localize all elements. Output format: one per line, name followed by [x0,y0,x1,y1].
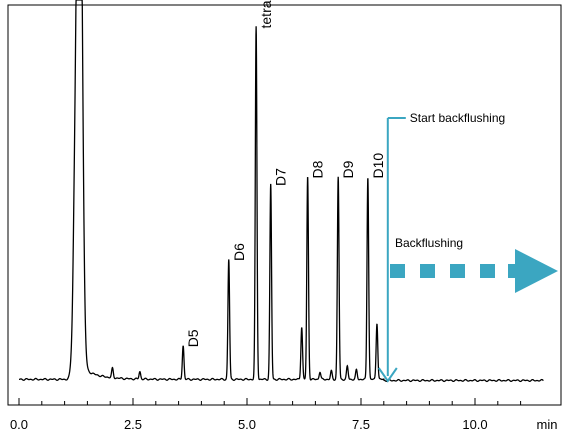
x-tick-label: 5.0 [238,417,256,432]
backflush-dash [390,264,405,278]
x-tick-label: 0.0 [10,417,28,432]
start-backflush-label: Start backflushing [410,111,505,125]
x-axis: 0.0 2.5 5.0 7.5 10.0 min [10,398,558,432]
start-backflush-arrowhead [377,367,398,383]
peak-label-d7: D7 [273,168,289,186]
peak-label-d6: D6 [231,243,247,261]
x-tick-label: 10.0 [462,417,487,432]
trace-layer [18,0,544,383]
plot-frame [7,4,562,406]
backflush-dash [420,264,435,278]
backflush-dash [450,264,465,278]
peak-label-d9: D9 [340,160,356,178]
backflush-dash [480,264,495,278]
backflush-arrowhead [515,249,558,293]
x-tick-label: 7.5 [352,417,370,432]
x-axis-label: min [537,417,558,432]
peak-label-d8: D8 [310,160,326,178]
backflush-label: Backflushing [395,236,463,250]
peak-label-tetradecane: tetradecane [258,0,274,29]
x-tick-label: 2.5 [124,417,142,432]
backflush-dash [508,264,518,278]
peak-labels: D5 D6 tetradecane D7 D8 D9 D10 [185,0,386,347]
chromatogram-trace [18,0,544,383]
peak-label-d5: D5 [185,329,201,347]
peak-label-d10: D10 [370,153,386,179]
annotation-layer: Start backflushing Backflushing [377,111,558,383]
